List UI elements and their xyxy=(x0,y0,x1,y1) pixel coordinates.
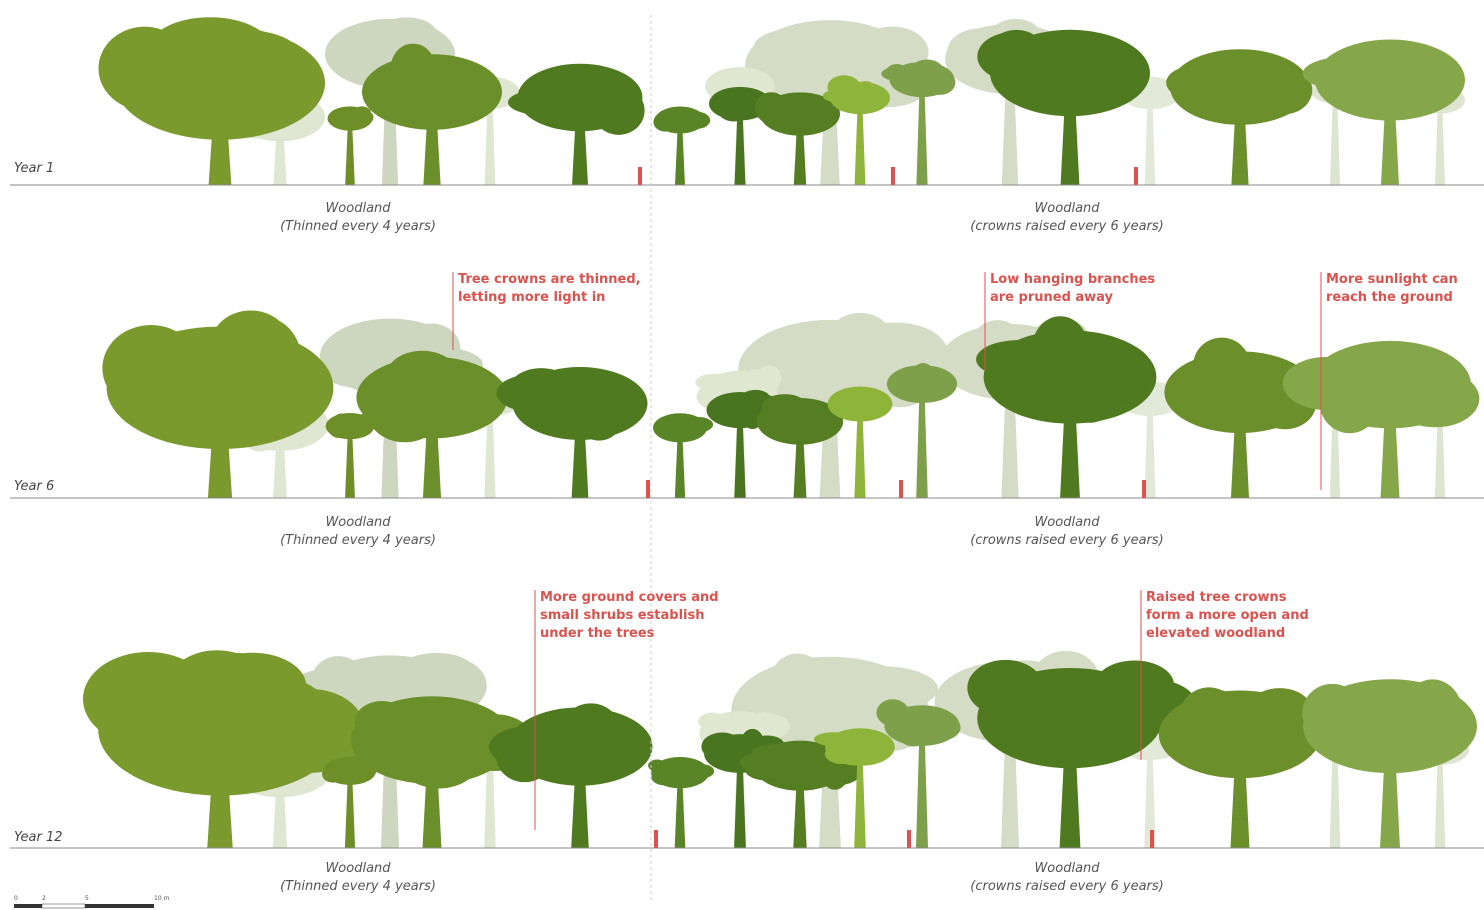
crown xyxy=(765,102,803,121)
crown xyxy=(347,425,365,436)
crown xyxy=(353,106,371,119)
crown xyxy=(876,699,908,726)
crown xyxy=(170,351,290,412)
crown xyxy=(1329,691,1410,754)
crown xyxy=(163,650,270,736)
person xyxy=(654,830,658,848)
person xyxy=(1150,830,1154,848)
crown xyxy=(1202,373,1273,432)
section-title: Woodland xyxy=(325,515,391,530)
annotation: Low hanging branches xyxy=(990,272,1155,287)
crown xyxy=(1320,371,1380,433)
section-subtitle: (crowns raised every 6 years) xyxy=(970,219,1163,234)
section-subtitle: (Thinned every 4 years) xyxy=(280,533,436,548)
annotation: More sunlight can xyxy=(1326,272,1458,287)
annotation: letting more light in xyxy=(458,290,605,305)
crown xyxy=(674,416,697,429)
annotation: elevated woodland xyxy=(1146,626,1285,641)
crown xyxy=(745,760,791,781)
crown xyxy=(355,701,409,742)
crown xyxy=(851,398,888,415)
crown xyxy=(688,113,708,126)
section-title: Woodland xyxy=(1034,861,1100,876)
crown xyxy=(701,733,743,761)
annotation: Raised tree crowns xyxy=(1146,590,1287,605)
annotation: under the trees xyxy=(540,626,655,641)
crown xyxy=(848,729,870,752)
annotation: Tree crowns are thinned, xyxy=(458,272,641,287)
section-title: Woodland xyxy=(325,201,391,216)
person xyxy=(1142,480,1146,498)
crown xyxy=(827,75,860,99)
annotation: More ground covers and xyxy=(540,590,719,605)
crown xyxy=(1246,67,1296,115)
crown xyxy=(330,424,350,438)
person xyxy=(899,480,903,498)
annotation: reach the ground xyxy=(1326,290,1453,305)
crown xyxy=(911,59,944,81)
scale-label: 0 xyxy=(14,895,18,902)
section-title: Woodland xyxy=(325,861,391,876)
crown xyxy=(1342,68,1421,101)
crown xyxy=(886,64,908,81)
scale-bar xyxy=(14,904,42,908)
crown xyxy=(368,383,442,442)
crown xyxy=(1011,59,1081,108)
person xyxy=(891,167,895,185)
crown xyxy=(392,62,450,91)
illustration xyxy=(10,17,1484,848)
section-subtitle: (Thinned every 4 years) xyxy=(280,879,436,894)
woodland-diagram: Year 1 Woodland (Thinned every 4 years) Woo… xyxy=(0,0,1484,910)
crown xyxy=(575,394,643,425)
crown xyxy=(698,713,727,730)
crown xyxy=(764,401,800,423)
crown xyxy=(443,376,493,428)
crown xyxy=(496,731,553,782)
section-subtitle: (Thinned every 4 years) xyxy=(280,219,436,234)
crown xyxy=(194,30,300,79)
crown xyxy=(563,703,618,749)
annotation: are pruned away xyxy=(990,290,1114,305)
scale-label: 2 xyxy=(42,895,46,902)
crown xyxy=(905,377,937,394)
section-subtitle: (crowns raised every 6 years) xyxy=(970,879,1163,894)
section-subtitle: (crowns raised every 6 years) xyxy=(970,533,1163,548)
crown xyxy=(795,399,822,420)
crown xyxy=(98,27,190,111)
scale-bar xyxy=(42,904,85,908)
crown xyxy=(1041,689,1146,738)
crown xyxy=(967,660,1044,716)
crown xyxy=(397,724,482,788)
crown xyxy=(1032,316,1089,382)
crown xyxy=(322,765,343,782)
person xyxy=(1134,167,1138,185)
scale-label: 5 xyxy=(85,895,89,902)
section-title: Woodland xyxy=(1034,515,1100,530)
scale-bar xyxy=(85,904,154,908)
crown xyxy=(814,732,854,746)
crown xyxy=(332,116,354,129)
crown xyxy=(690,764,714,778)
person xyxy=(907,830,911,848)
annotation: small shrubs establish xyxy=(540,608,704,623)
crown xyxy=(724,102,751,115)
year-label: Year 6 xyxy=(14,479,54,494)
crown xyxy=(590,75,631,105)
crown xyxy=(752,744,802,764)
crown xyxy=(1166,66,1226,100)
person xyxy=(646,480,650,498)
person xyxy=(638,167,642,185)
crown xyxy=(663,111,680,128)
annotation: form a more open and xyxy=(1146,608,1309,623)
crown xyxy=(806,328,905,377)
crown xyxy=(508,368,574,414)
year-label: Year 12 xyxy=(14,830,63,845)
section-title: Woodland xyxy=(1034,201,1100,216)
year-label: Year 1 xyxy=(14,161,54,176)
scale-label: 10 m xyxy=(154,895,170,902)
crown xyxy=(657,760,680,779)
